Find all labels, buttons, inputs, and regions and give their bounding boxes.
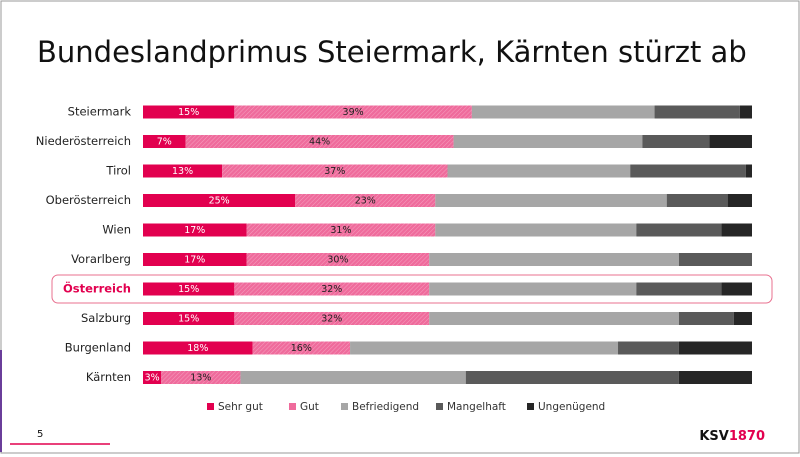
- bar-segment: [721, 223, 752, 237]
- data-label: 15%: [178, 284, 199, 295]
- category-label: Salzburg: [81, 311, 131, 325]
- bar-segment: [471, 105, 655, 119]
- logo-left: KSV: [699, 429, 729, 444]
- category-label: Vorarlberg: [71, 252, 131, 266]
- data-label: 23%: [355, 196, 376, 207]
- bar-segment: [143, 341, 253, 355]
- legend-label: Gut: [300, 401, 319, 413]
- data-label: 16%: [291, 343, 312, 354]
- bar-hatch: [161, 371, 241, 384]
- data-label: 15%: [178, 107, 199, 118]
- bar-segment: [709, 135, 752, 148]
- logo-right: 1870: [729, 429, 765, 444]
- category-label: Steiermark: [68, 105, 132, 119]
- bar-segment: [465, 371, 679, 384]
- bar-hatch: [295, 194, 436, 207]
- bar-segment: [618, 341, 679, 355]
- data-label: 44%: [309, 137, 330, 148]
- data-label: 13%: [172, 166, 193, 177]
- bar-segment: [642, 135, 710, 148]
- category-label: Niederösterreich: [36, 134, 131, 148]
- data-label: 37%: [324, 166, 345, 177]
- data-label: 17%: [184, 225, 205, 236]
- bar-segment: [733, 312, 752, 325]
- bar-segment: [721, 282, 752, 296]
- bar-segment: [435, 194, 667, 207]
- legend-swatch: [341, 403, 348, 410]
- bar-hatch: [234, 105, 472, 119]
- bar-segment: [429, 253, 679, 266]
- page-number: 5: [37, 429, 43, 440]
- data-label: 25%: [209, 196, 230, 207]
- bar-segment: [745, 164, 752, 178]
- legend-swatch: [527, 403, 534, 410]
- bar-segment: [143, 223, 247, 237]
- bar-hatch: [234, 312, 430, 325]
- bar-segment: [240, 371, 466, 384]
- bar-segment: [678, 312, 734, 325]
- bar-segment: [636, 223, 722, 237]
- data-label: 15%: [178, 314, 199, 325]
- bar-segment: [435, 223, 637, 237]
- bar-segment: [739, 105, 752, 119]
- bar-hatch: [246, 253, 430, 266]
- legend-label: Befriedigend: [352, 401, 419, 413]
- category-label: Tirol: [105, 164, 131, 178]
- data-label: 30%: [327, 255, 348, 266]
- bar-segment: [429, 282, 637, 296]
- data-label: 31%: [330, 225, 351, 236]
- data-label: 32%: [321, 284, 342, 295]
- category-label: Österreich: [63, 281, 131, 296]
- chart: Steiermark 15% 39% Niederösterreich 7% 44% Tir…: [36, 105, 773, 413]
- bar-segment: [429, 312, 679, 325]
- bar-segment: [678, 371, 752, 384]
- category-label: Wien: [102, 223, 131, 237]
- bar-hatch: [185, 135, 454, 148]
- bar-segment: [143, 253, 247, 266]
- bar-segment: [143, 194, 296, 207]
- data-label: 3%: [145, 373, 160, 384]
- bar-segment: [143, 282, 235, 296]
- legend-label: Sehr gut: [218, 401, 263, 413]
- legend-label: Mangelhaft: [447, 401, 506, 413]
- bar-hatch: [234, 282, 430, 296]
- category-label: Kärnten: [86, 370, 131, 384]
- bar-segment: [143, 135, 186, 148]
- legend-swatch: [436, 403, 443, 410]
- bar-segment: [143, 164, 223, 178]
- category-label: Oberösterreich: [46, 193, 131, 207]
- bar-segment: [143, 371, 162, 384]
- data-label: 32%: [321, 314, 342, 325]
- bar-segment: [630, 164, 746, 178]
- bar-segment: [654, 105, 740, 119]
- legend-label: Ungenügend: [538, 401, 605, 413]
- legend-swatch: [207, 403, 214, 410]
- bar-segment: [678, 341, 752, 355]
- bar-segment: [143, 312, 235, 325]
- data-label: 13%: [190, 373, 211, 384]
- chart-title: Bundeslandprimus Steiermark, Kärnten stü…: [37, 35, 747, 69]
- data-label: 18%: [187, 343, 208, 354]
- category-label: Burgenland: [65, 341, 131, 355]
- bar-segment: [678, 253, 752, 266]
- bar-segment: [666, 194, 728, 207]
- data-label: 7%: [157, 137, 172, 148]
- bar-segment: [453, 135, 643, 148]
- bar-segment: [447, 164, 631, 178]
- logo: KSV1870: [699, 429, 765, 444]
- bar-hatch: [246, 223, 436, 237]
- bar-segment: [350, 341, 619, 355]
- data-label: 39%: [343, 107, 364, 118]
- bar-segment: [636, 282, 722, 296]
- bar-segment: [143, 105, 235, 119]
- highlight-box: [51, 274, 773, 304]
- bar-hatch: [222, 164, 448, 178]
- data-label: 17%: [184, 255, 205, 266]
- bar-hatch: [252, 341, 351, 355]
- bar-segment: [727, 194, 752, 207]
- legend-swatch: [289, 403, 296, 410]
